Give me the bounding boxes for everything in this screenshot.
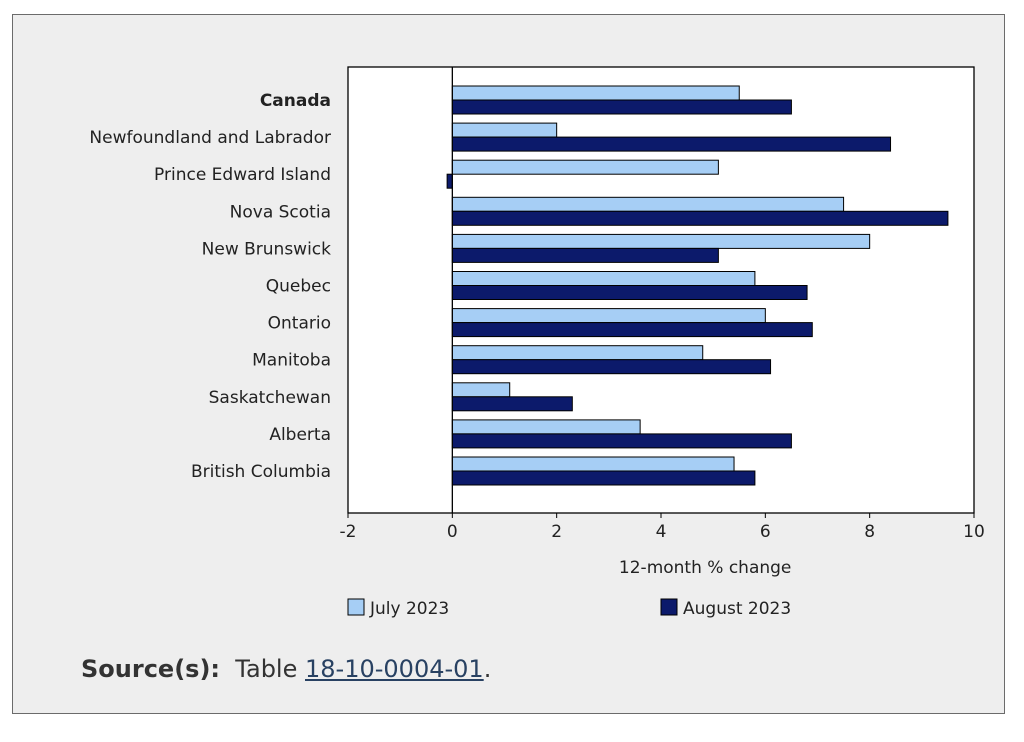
bar-july-ontario (451, 308, 766, 324)
bar-july-quebec (451, 271, 756, 286)
bar-july-british-columbia (451, 456, 735, 472)
x-axis-title: 12-month % change (619, 558, 791, 578)
bar-august-alberta (451, 433, 792, 449)
bar-july-prince-edward-island (451, 159, 719, 175)
category-label: Saskatchewan (209, 388, 331, 408)
chart-figure: Canada Newfoundland and Labrador Prince Ed… (12, 14, 1005, 714)
bar-july-manitoba (451, 345, 704, 361)
bar-august-british-columbia (451, 470, 756, 486)
x-tick-label: -2 (340, 522, 357, 542)
legend-label-august: August 2023 (683, 599, 791, 619)
bar-august-newfoundland-and-labrador (451, 136, 892, 152)
bar-august-quebec (451, 285, 808, 300)
category-label: Newfoundland and Labrador (89, 128, 331, 148)
bar-july-newfoundland-and-labrador (451, 122, 558, 138)
source-table-link[interactable]: 18-10-0004-01 (305, 655, 484, 683)
legend-swatch-july (347, 598, 365, 616)
bar-july-nova-scotia (451, 196, 845, 212)
bar-july-saskatchewan (451, 382, 511, 398)
source-note: Source(s): Table 18-10-0004-01. (81, 655, 491, 683)
bar-august-new-brunswick (451, 247, 719, 263)
bar-august-saskatchewan (451, 396, 573, 412)
bar-august-canada (451, 99, 792, 115)
x-tick-label: 0 (447, 522, 458, 542)
x-tick-label: 4 (656, 522, 667, 542)
legend-label-july: July 2023 (369, 599, 449, 619)
x-tick-label: 2 (551, 522, 562, 542)
x-tick-label: 8 (864, 522, 875, 542)
category-label: British Columbia (191, 462, 331, 482)
bar-chart: Canada Newfoundland and Labrador Prince Ed… (89, 66, 985, 619)
legend-swatch-august (660, 598, 678, 616)
category-label: Manitoba (252, 351, 331, 371)
bar-july-alberta (451, 419, 641, 435)
category-label: Nova Scotia (230, 202, 331, 222)
x-tick-label: 10 (963, 522, 985, 542)
source-suffix: . (483, 655, 492, 683)
category-label: Quebec (266, 277, 331, 297)
bar-august-nova-scotia (451, 210, 949, 226)
bar-august-manitoba (451, 359, 772, 375)
bar-august-prince-edward-island (446, 173, 453, 189)
bar-july-canada (451, 85, 740, 101)
category-label: Ontario (268, 314, 331, 334)
category-label: Canada (260, 91, 331, 111)
bar-august-ontario (451, 322, 813, 338)
x-tick-label: 6 (760, 522, 771, 542)
source-prefix: Table (235, 655, 298, 683)
source-label: Source(s): (81, 655, 221, 683)
category-label: New Brunswick (202, 239, 332, 259)
bar-july-new-brunswick (451, 233, 871, 249)
category-label: Alberta (269, 425, 331, 445)
category-label: Prince Edward Island (154, 165, 331, 185)
